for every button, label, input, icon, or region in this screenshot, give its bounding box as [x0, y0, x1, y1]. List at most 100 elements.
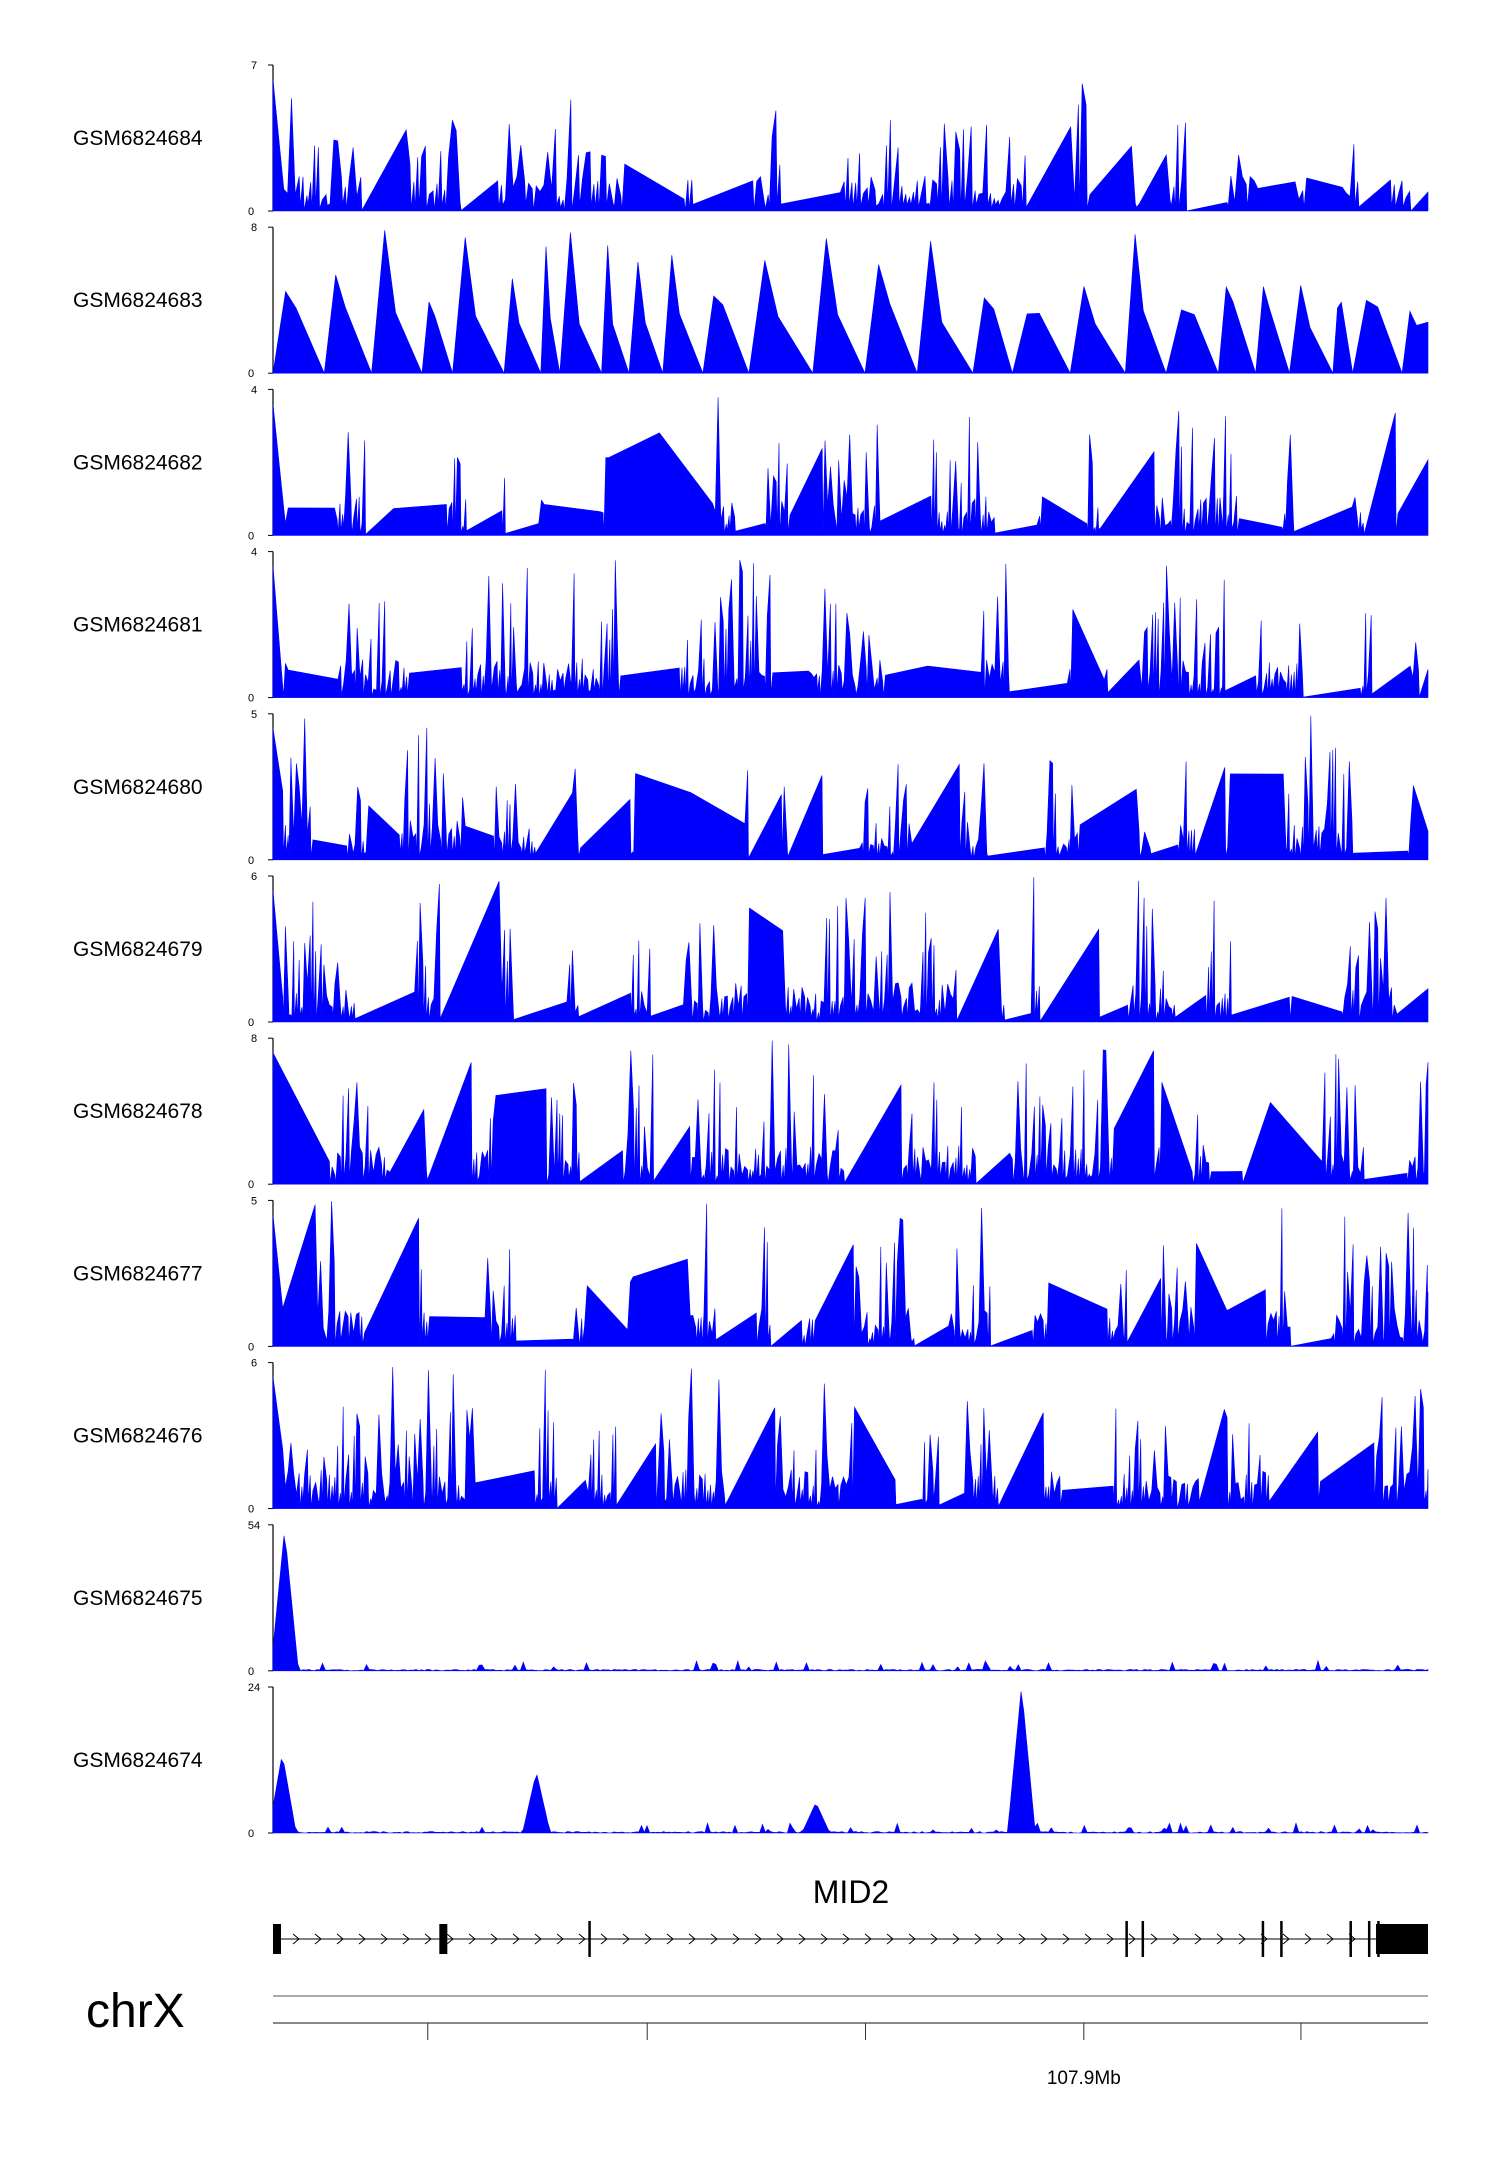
track-ymin-label: 0: [248, 1828, 254, 1840]
track-ymax-label: 8: [251, 222, 257, 234]
track-signal-area: [272, 877, 1429, 1023]
strand-arrow: [776, 1933, 784, 1945]
gene-exon: [1349, 1921, 1352, 1957]
strand-arrow: [996, 1933, 1004, 1945]
strand-arrow: [688, 1933, 696, 1945]
strand-arrow: [1128, 1933, 1136, 1945]
gene-3prime-block: [1376, 1924, 1428, 1954]
strand-arrow: [798, 1933, 806, 1945]
strand-arrow: [424, 1933, 432, 1945]
track-GSM6824679: GSM6824679 6 0: [73, 871, 1429, 1029]
track-ymin-label: 0: [248, 1179, 254, 1191]
gene-exon: [1125, 1921, 1128, 1957]
strand-arrow: [754, 1933, 762, 1945]
track-ymax-label: 5: [251, 1195, 257, 1207]
strand-arrow: [578, 1933, 586, 1945]
strand-arrow: [292, 1933, 300, 1945]
track-signal-area: [272, 560, 1429, 698]
strand-arrow: [1238, 1933, 1246, 1945]
strand-arrow: [622, 1933, 630, 1945]
track-signal-area: [272, 1367, 1429, 1509]
strand-arrow: [974, 1933, 982, 1945]
strand-arrow: [1040, 1933, 1048, 1945]
gene-exon: [588, 1921, 591, 1957]
chromosome-label: chrX: [86, 1985, 185, 2038]
strand-arrow: [1062, 1933, 1070, 1945]
track-signal-area: [272, 1201, 1429, 1347]
track-ymax-label: 7: [251, 60, 257, 72]
strand-arrow: [490, 1933, 498, 1945]
strand-arrow: [468, 1933, 476, 1945]
track-ymax-label: 4: [251, 547, 257, 559]
track-GSM6824675: GSM6824675 54 0: [73, 1520, 1429, 1678]
track-signal-area: [272, 1691, 1429, 1834]
track-ymax-label: 6: [251, 1358, 257, 1370]
track-GSM6824678: GSM6824678 8 0: [73, 1033, 1429, 1191]
strand-arrow: [842, 1933, 850, 1945]
strand-arrow: [402, 1933, 410, 1945]
track-label: GSM6824680: [73, 776, 203, 799]
track-signal-area: [272, 230, 1429, 375]
strand-arrow: [534, 1933, 542, 1945]
track-GSM6824680: GSM6824680 5 0: [73, 709, 1429, 867]
track-signal-area: [272, 397, 1429, 536]
strand-arrow: [512, 1933, 520, 1945]
axis-position-label: 107.9Mb: [1047, 2068, 1121, 2089]
track-ymin-label: 0: [248, 1341, 254, 1353]
track-ymax-label: 4: [251, 384, 257, 396]
track-GSM6824676: GSM6824676 6 0: [73, 1358, 1429, 1516]
track-GSM6824682: GSM6824682 4 0: [73, 384, 1429, 542]
track-label: GSM6824676: [73, 1425, 203, 1448]
strand-arrow: [952, 1933, 960, 1945]
track-label: GSM6824675: [73, 1587, 203, 1610]
strand-arrow: [1282, 1933, 1290, 1945]
gene-exon: [1280, 1921, 1283, 1957]
track-label: GSM6824683: [73, 289, 203, 312]
strand-arrow: [1172, 1933, 1180, 1945]
track-label: GSM6824684: [73, 127, 203, 150]
strand-arrow: [644, 1933, 652, 1945]
track-label: GSM6824674: [73, 1749, 203, 1772]
track-ymax-label: 5: [251, 709, 257, 721]
track-GSM6824683: GSM6824683 8 0: [73, 222, 1429, 380]
strand-arrow: [380, 1933, 388, 1945]
track-ymax-label: 8: [251, 1033, 257, 1045]
gene-exon: [439, 1924, 448, 1954]
gene-track: MID2: [273, 1874, 1428, 1957]
strand-arrow: [820, 1933, 828, 1945]
signal-tracks: GSM682468470GSM682468380GSM682468240GSM6…: [73, 60, 1429, 1840]
track-ymin-label: 0: [248, 1017, 254, 1029]
strand-arrow: [864, 1933, 872, 1945]
strand-arrow: [1150, 1933, 1158, 1945]
track-label: GSM6824681: [73, 614, 203, 637]
track-signal-area: [272, 1535, 1429, 1672]
track-GSM6824681: GSM6824681 4 0: [73, 547, 1429, 705]
track-ymin-label: 0: [248, 206, 254, 218]
track-signal-area: [272, 79, 1429, 212]
track-ymax-label: 54: [248, 1520, 260, 1532]
gene-exon: [1141, 1921, 1145, 1957]
strand-arrow: [886, 1933, 894, 1945]
coordinate-track: chrX 107.9Mb: [86, 1985, 1428, 2089]
strand-arrow: [1194, 1933, 1202, 1945]
track-GSM6824684: GSM6824684 7 0: [73, 60, 1429, 218]
track-signal-area: [272, 1040, 1429, 1185]
strand-arrow: [1304, 1933, 1312, 1945]
strand-arrow: [556, 1933, 564, 1945]
strand-arrow: [1216, 1933, 1224, 1945]
gene-label: MID2: [813, 1874, 889, 1910]
strand-arrow: [600, 1933, 608, 1945]
strand-arrow: [908, 1933, 916, 1945]
track-ymin-label: 0: [248, 530, 254, 542]
track-ymax-label: 6: [251, 871, 257, 883]
gene-exon: [1367, 1921, 1371, 1957]
track-GSM6824677: GSM6824677 5 0: [73, 1195, 1429, 1353]
strand-arrow: [314, 1933, 322, 1945]
strand-arrow: [336, 1933, 344, 1945]
track-ymin-label: 0: [248, 1504, 254, 1516]
track-ymin-label: 0: [248, 855, 254, 867]
strand-arrow: [1326, 1933, 1334, 1945]
strand-arrow: [666, 1933, 674, 1945]
strand-arrow: [710, 1933, 718, 1945]
